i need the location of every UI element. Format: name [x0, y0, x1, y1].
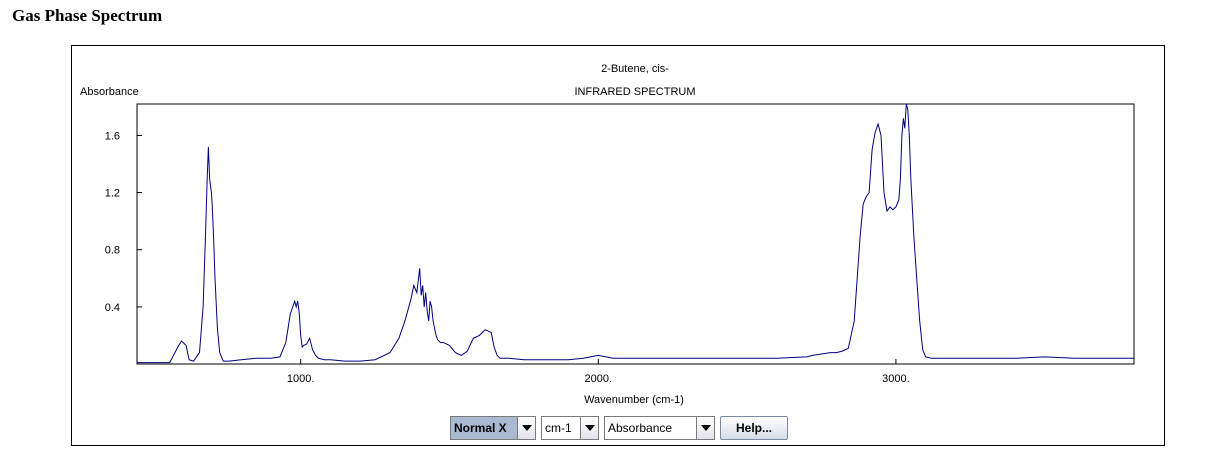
page-title: Gas Phase Spectrum	[12, 6, 163, 25]
y-axis-label: Absorbance	[80, 86, 139, 98]
chevron-down-icon[interactable]	[580, 417, 598, 439]
x-tick-label: 2000.	[585, 373, 613, 385]
y-tick-label: 0.8	[105, 245, 120, 257]
axis-ticks: 1000. 2000. 3000. 0.4 0.8 1.2 1.6	[105, 130, 910, 385]
chart-subtitle: INFRARED SPECTRUM	[574, 86, 695, 98]
x-units-value: cm-1	[545, 421, 572, 435]
y-tick-label: 1.6	[105, 130, 120, 142]
spectrum-plot: 2-Butene, cis- INFRARED SPECTRUM Absorba…	[80, 63, 1135, 406]
x-axis-label: Wavenumber (cm-1)	[584, 394, 684, 406]
help-button[interactable]: Help...	[720, 416, 788, 440]
x-tick-label: 1000.	[287, 373, 315, 385]
x-mode-value: Normal X	[451, 417, 517, 439]
y-tick-label: 0.4	[105, 302, 120, 314]
chart-title: 2-Butene, cis-	[601, 63, 669, 75]
y-tick-label: 1.2	[105, 188, 120, 200]
y-mode-value: Absorbance	[608, 421, 673, 435]
chevron-down-icon[interactable]	[696, 417, 714, 439]
spectrum-trace	[137, 103, 1134, 364]
x-tick-label: 3000.	[882, 373, 910, 385]
plot-frame	[136, 103, 1135, 365]
x-units-select[interactable]: cm-1	[541, 416, 599, 440]
chevron-down-icon[interactable]	[517, 417, 535, 439]
x-mode-select[interactable]: Normal X	[450, 416, 536, 440]
y-mode-select[interactable]: Absorbance	[604, 416, 715, 440]
spectrum-applet: 2-Butene, cis- INFRARED SPECTRUM Absorba…	[71, 45, 1165, 446]
